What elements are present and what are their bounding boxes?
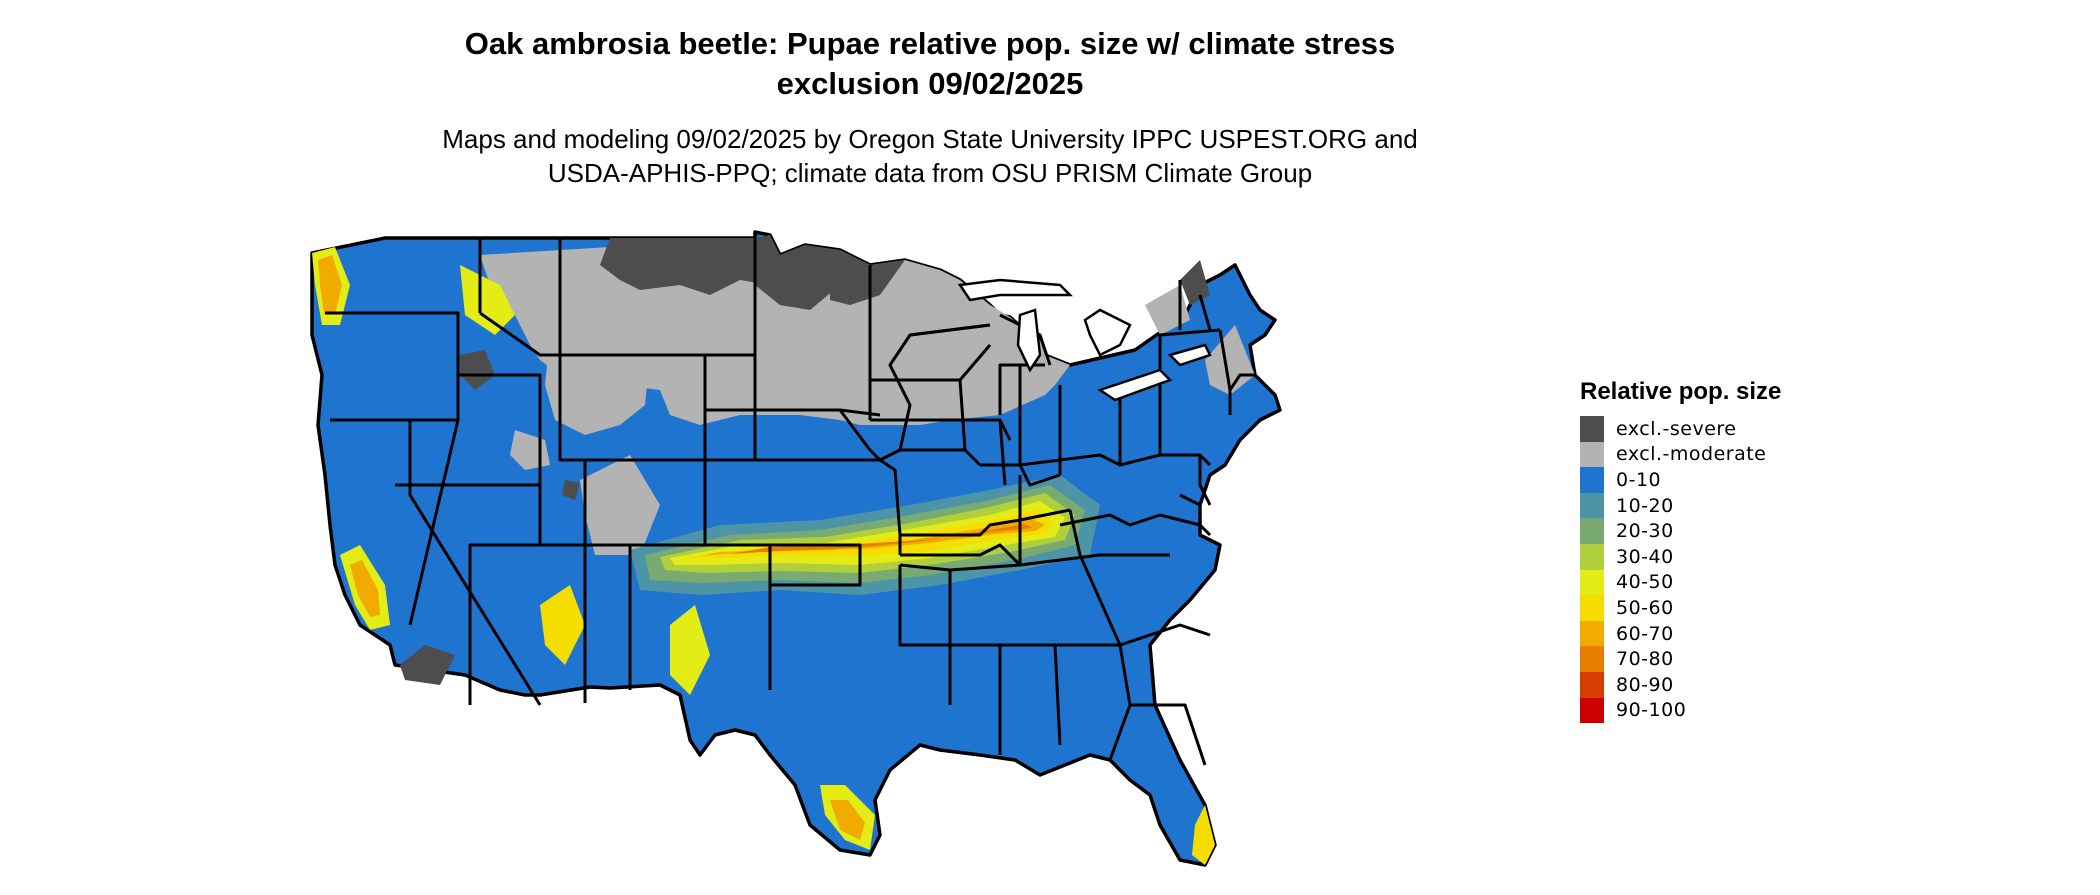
legend-swatch [1580, 569, 1604, 596]
legend-item: 50-60 [1580, 595, 1781, 621]
great-lakes [957, 278, 1212, 402]
legend-label: excl.-severe [1616, 417, 1737, 440]
legend-label: 70-80 [1616, 648, 1674, 671]
legend-label: 30-40 [1616, 545, 1674, 568]
legend-swatch [1580, 492, 1604, 519]
legend-swatch [1580, 646, 1604, 672]
legend-label: 40-50 [1616, 571, 1674, 594]
pop-60-70-texas-coast [830, 800, 865, 840]
legend-item: 20-30 [1580, 518, 1781, 544]
pop-60-70-west-coast [350, 560, 380, 617]
pop-40-50-idaho [460, 265, 515, 335]
legend-label: 60-70 [1616, 622, 1674, 645]
legend-item: 90-100 [1580, 697, 1781, 724]
map-subtitle: Maps and modeling 09/02/2025 by Oregon S… [0, 122, 1860, 190]
legend-swatch [1580, 518, 1604, 544]
legend-item: 80-90 [1580, 671, 1781, 698]
us-population-map [310, 230, 1282, 867]
legend-item: 0-10 [1580, 467, 1781, 493]
legend-label: 0-10 [1616, 468, 1662, 491]
legend-label: 50-60 [1616, 596, 1674, 619]
legend-item: excl.-moderate [1580, 441, 1781, 468]
legend-label: 10-20 [1616, 494, 1674, 517]
state-borders [325, 238, 1255, 766]
pop-50-60-florida [1192, 805, 1215, 865]
legend-swatch [1580, 595, 1604, 621]
map-title-line-2: exclusion 09/02/2025 [776, 66, 1084, 101]
legend-item: 60-70 [1580, 620, 1781, 647]
legend-swatch [1580, 441, 1604, 468]
legend-item: 10-20 [1580, 492, 1781, 519]
map-title: Oak ambrosia beetle: Pupae relative pop.… [0, 24, 1860, 104]
legend-label: 90-100 [1616, 699, 1687, 722]
legend-items: excl.-severe excl.-moderate 0-10 10-20 2… [1580, 416, 1781, 724]
legend-label: 20-30 [1616, 520, 1674, 543]
pop-60-70-band [700, 518, 1045, 556]
pop-60-70-northwest [318, 255, 342, 315]
legend-item: 70-80 [1580, 646, 1781, 672]
legend-swatch [1580, 671, 1604, 698]
legend-swatch [1580, 467, 1604, 493]
legend-title: Relative pop. size [1580, 378, 1782, 405]
legend-item: 40-50 [1580, 569, 1781, 596]
map-title-line-1: Oak ambrosia beetle: Pupae relative pop.… [464, 26, 1396, 61]
legend-item: excl.-severe [1580, 416, 1781, 442]
legend-label: 80-90 [1616, 673, 1674, 696]
pop-40-50-new-mexico [670, 605, 710, 695]
excl-severe-regions [400, 235, 1210, 685]
legend-item: 30-40 [1580, 543, 1781, 570]
map-subtitle-line-2: USDA-APHIS-PPQ; climate data from OSU PR… [547, 158, 1313, 188]
map-subtitle-line-1: Maps and modeling 09/02/2025 by Oregon S… [442, 124, 1418, 154]
legend-swatch [1580, 620, 1604, 647]
legend: Relative pop. size excl.-severe excl.-mo… [1580, 378, 1782, 724]
legend-label: excl.-moderate [1616, 443, 1767, 466]
legend-swatch [1580, 697, 1604, 724]
legend-swatch [1580, 416, 1604, 442]
legend-swatch [1580, 543, 1604, 570]
pop-50-60-arizona [540, 585, 585, 665]
